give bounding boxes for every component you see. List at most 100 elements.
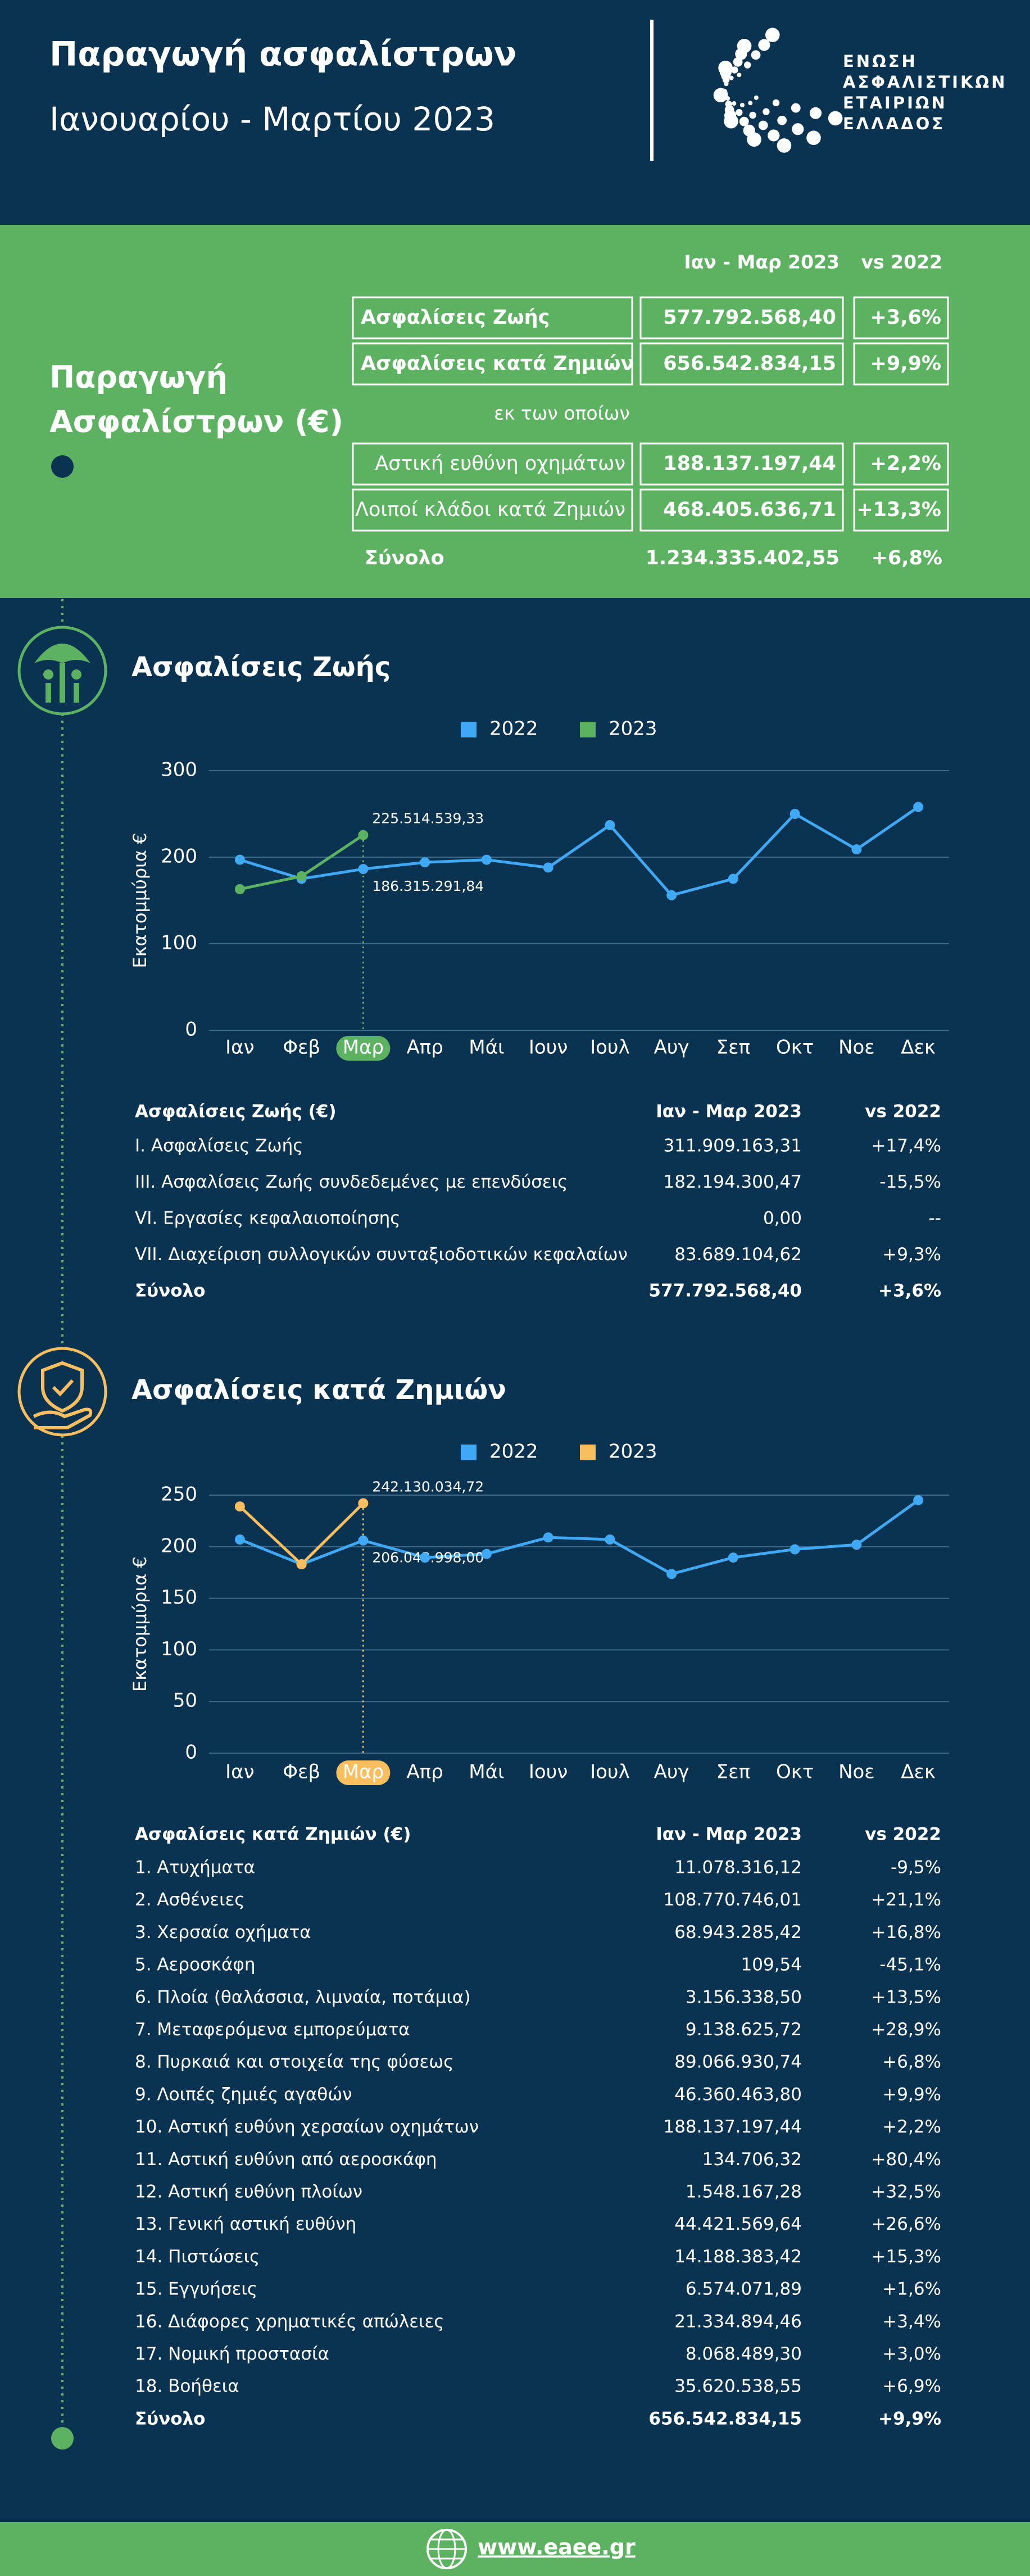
logo-dot xyxy=(772,99,780,107)
y-axis-label: Εκατομμύρια € xyxy=(129,1556,151,1692)
legend-label: 2023 xyxy=(609,1441,657,1463)
row-change: +2,2% xyxy=(870,452,941,475)
table-row-change: +9,3% xyxy=(882,1244,941,1265)
y-tick-label: 100 xyxy=(161,932,197,954)
summary-band xyxy=(0,225,1030,598)
hand-icon xyxy=(33,1407,93,1429)
summary-cell xyxy=(853,342,949,386)
x-tick-label: Νοε xyxy=(838,1036,875,1059)
data-point xyxy=(666,1569,677,1579)
data-point xyxy=(234,854,245,865)
data-point xyxy=(605,1534,615,1545)
data-point xyxy=(851,844,862,855)
row-label: Ασφαλίσεις κατά Ζημιών xyxy=(361,352,634,375)
table-header-label: Ασφαλίσεις κατά Ζημιών (€) xyxy=(135,1825,411,1845)
x-tick-label: Αυγ xyxy=(654,1761,689,1783)
x-tick-label: Οκτ xyxy=(776,1036,814,1059)
data-point xyxy=(234,884,245,894)
table-row-value: 35.620.538,55 xyxy=(674,2376,802,2397)
logo-text: ΑΣΦΑΛΙΣΤΙΚΩΝ xyxy=(843,73,1007,92)
table-row-change: +26,6% xyxy=(872,2214,941,2234)
logo-dot xyxy=(768,129,780,142)
table-row-value: 188.137.197,44 xyxy=(663,2117,802,2137)
logo-dot xyxy=(806,130,821,146)
data-point xyxy=(851,1540,862,1550)
legend-label: 2023 xyxy=(609,718,657,740)
row-change: +3,6% xyxy=(870,306,941,329)
table-row-change: -9,5% xyxy=(891,1858,941,1878)
x-tick-label: Νοε xyxy=(838,1761,875,1783)
row-value: 188.137.197,44 xyxy=(663,452,836,475)
data-point xyxy=(234,1534,245,1545)
data-point xyxy=(543,1532,553,1543)
data-point xyxy=(605,820,615,831)
table-row-value: 3.156.338,50 xyxy=(686,1987,802,2007)
y-axis-label: Εκατομμύρια € xyxy=(129,832,151,968)
table-row-value: 89.066.930,74 xyxy=(674,2052,802,2072)
logo-dot xyxy=(739,116,749,126)
y-tick-label: 200 xyxy=(161,1534,197,1557)
table-row-label: 2. Ασθένειες xyxy=(135,1890,245,1910)
logo-dot xyxy=(736,108,743,116)
x-tick-label: Ιουλ xyxy=(590,1036,630,1059)
y-tick-label: 0 xyxy=(185,1018,197,1041)
y-tick-label: 300 xyxy=(161,759,197,781)
x-tick-label: Σεπ xyxy=(716,1761,750,1783)
row-value: 468.405.636,71 xyxy=(663,499,836,521)
data-point xyxy=(789,1544,800,1555)
table-row-label: 3. Χερσαία οχήματα xyxy=(135,1922,311,1943)
table-row-change: +16,8% xyxy=(872,1922,941,1943)
table-row-label: 12. Αστική ευθύνη πλοίων xyxy=(135,2182,362,2202)
summary-cell xyxy=(853,488,949,532)
family-icon xyxy=(71,669,81,680)
timeline-dot xyxy=(51,2427,74,2450)
logo-dot xyxy=(731,66,738,74)
logo-dot xyxy=(743,61,751,69)
table-row-label: 18. Βοήθεια xyxy=(135,2376,239,2397)
table-row-label: 14. Πιστώσεις xyxy=(135,2247,260,2267)
logo-dot xyxy=(724,114,738,129)
x-tick-label: Ιουν xyxy=(529,1761,568,1783)
table-row-label: 11. Αστική ευθύνη από αεροσκάφη xyxy=(135,2149,437,2170)
chart-title: Ασφαλίσεις Ζωής xyxy=(131,651,391,683)
x-tick-label: Μάι xyxy=(469,1036,504,1059)
data-point xyxy=(420,1552,430,1563)
summary-cell xyxy=(853,296,949,339)
total-value: 1.234.335.402,55 xyxy=(646,547,840,569)
highlight-pill xyxy=(336,1036,391,1061)
table-row-change: +17,4% xyxy=(872,1136,941,1156)
legend-label: 2022 xyxy=(489,1441,538,1463)
x-tick-label: Μαρ xyxy=(343,1761,384,1783)
table-row-change: +6,9% xyxy=(882,2376,941,2397)
table-row-change: -15,5% xyxy=(879,1172,941,1192)
legend-swatch xyxy=(580,1445,596,1460)
table-row-change: +15,3% xyxy=(872,2247,941,2267)
table-total-label: Σύνολο xyxy=(135,2409,205,2429)
chart-title: Ασφαλίσεις κατά Ζημιών xyxy=(131,1374,506,1406)
table-row-change: +1,6% xyxy=(882,2279,941,2299)
table-row-value: 11.078.316,12 xyxy=(674,1858,802,1878)
y-tick-label: 250 xyxy=(161,1483,197,1506)
table-row-label: VII. Διαχείριση συλλογικών συνταξιοδοτικ… xyxy=(135,1244,628,1265)
data-label: 242.130.034,72 xyxy=(372,1478,484,1495)
data-point xyxy=(913,1495,924,1506)
legend-label: 2022 xyxy=(489,718,538,740)
table-row-label: 17. Νομική προστασία xyxy=(135,2344,329,2364)
page-subtitle: Ιανουαρίου - Μαρτίου 2023 xyxy=(49,100,495,138)
data-point xyxy=(296,1559,307,1570)
table-row-value: 46.360.463,80 xyxy=(674,2084,802,2104)
logo-dot xyxy=(765,28,780,43)
x-tick-label: Φεβ xyxy=(283,1761,320,1783)
subnote: εκ των οποίων xyxy=(494,402,630,424)
logo-dot xyxy=(828,111,843,126)
logo-dot xyxy=(809,107,822,119)
logo-dot xyxy=(739,102,745,107)
table-row-label: 9. Λοιπές ζημιές αγαθών xyxy=(135,2084,352,2104)
row-value: 656.542.834,15 xyxy=(663,352,836,375)
globe-icon xyxy=(428,2538,466,2560)
table-row-change: +6,8% xyxy=(882,2052,941,2072)
table-row-change: +28,9% xyxy=(872,2020,941,2040)
footer-url[interactable]: www.eaee.gr xyxy=(478,2535,636,2560)
